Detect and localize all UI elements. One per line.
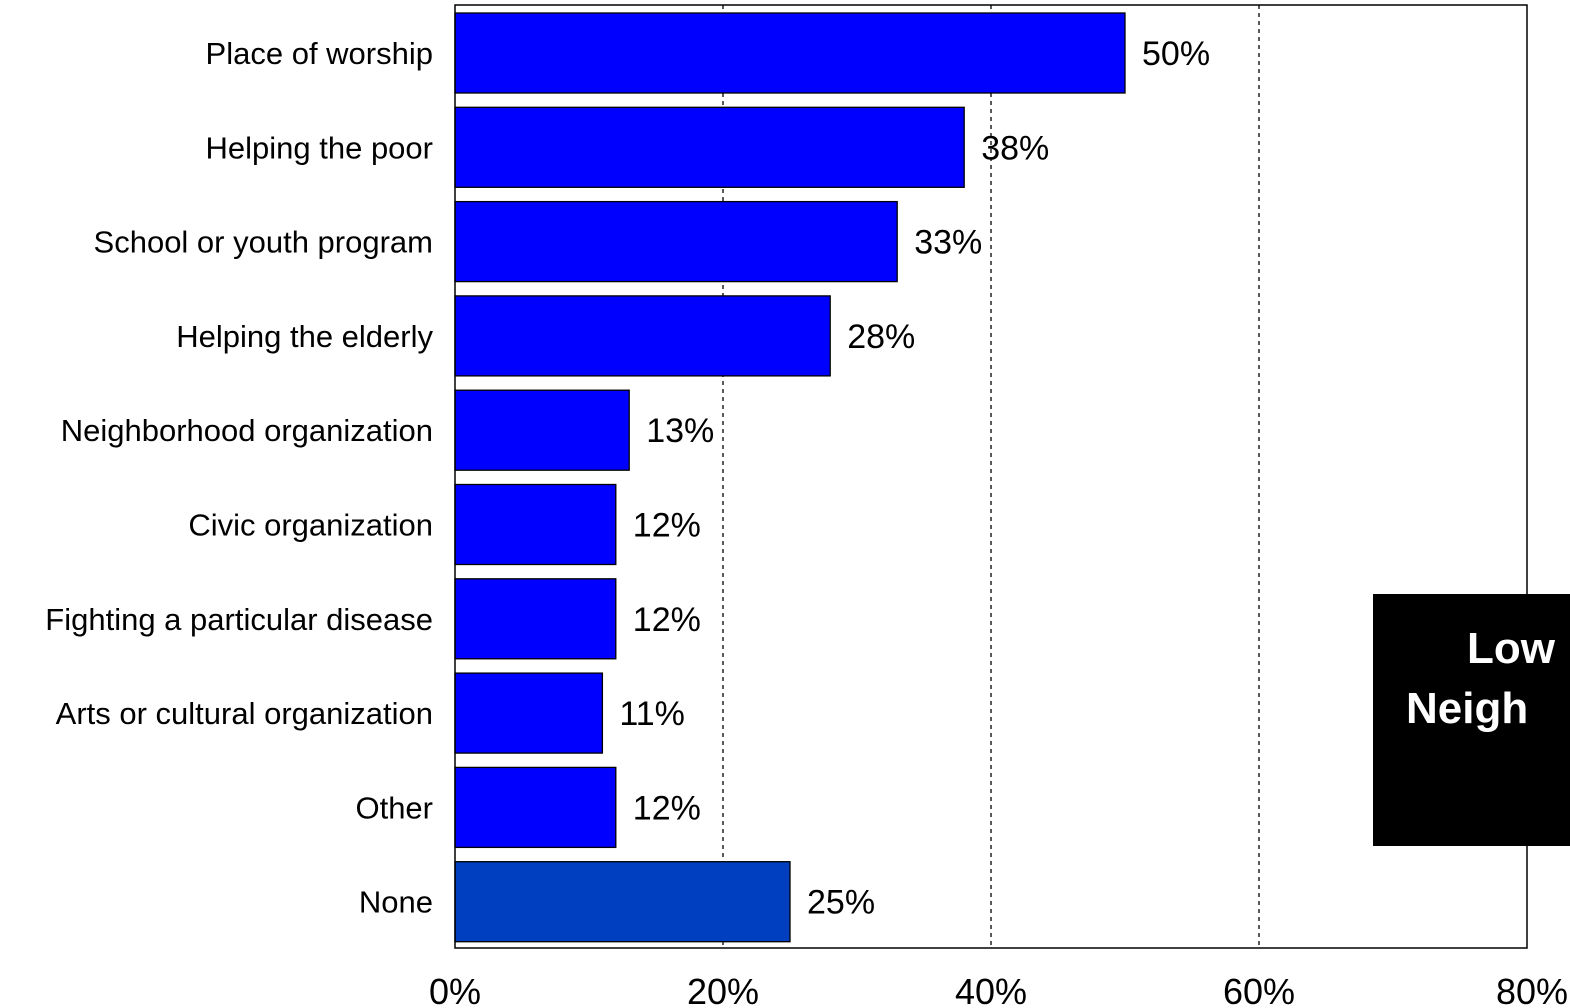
bar-4 (454, 389, 630, 471)
x-tick-label-20: 20% (687, 971, 759, 1008)
x-axis-tick-labels: 0% 20% 40% 60% 80% (429, 971, 1568, 1008)
category-label-3: Helping the elderly (176, 319, 433, 354)
callout-line-1: Low (1467, 624, 1555, 673)
value-label-6: 12% (633, 601, 701, 639)
category-label-8: Other (355, 790, 433, 825)
x-tick-label-0: 0% (429, 971, 481, 1008)
x-tick-label-80: 80% (1496, 971, 1568, 1008)
bars (454, 12, 1126, 943)
value-label-4: 13% (646, 412, 714, 450)
bar-5 (454, 483, 617, 566)
value-label-1: 38% (981, 129, 1049, 167)
value-label-9: 25% (807, 884, 875, 922)
bar-0 (454, 12, 1126, 94)
bar-7 (454, 672, 604, 754)
x-tick-label-60: 60% (1223, 971, 1295, 1008)
value-label-2: 33% (914, 224, 982, 262)
gridlines (722, 5, 1260, 948)
bar-2 (454, 200, 898, 283)
x-tick-label-40: 40% (955, 971, 1027, 1008)
category-labels: Place of worship Helping the poor School o… (45, 36, 433, 920)
category-label-9: None (359, 885, 433, 920)
category-label-7: Arts or cultural organization (56, 696, 433, 731)
bar-3 (454, 295, 831, 377)
value-label-8: 12% (633, 789, 701, 827)
value-label-3: 28% (847, 318, 915, 356)
category-label-5: Civic organization (188, 508, 433, 543)
value-label-0: 50% (1142, 35, 1210, 73)
callout-line-2: Neigh (1406, 684, 1529, 733)
category-label-0: Place of worship (206, 36, 433, 71)
category-label-1: Helping the poor (206, 130, 434, 165)
bar-6 (454, 578, 617, 660)
bar-8 (454, 766, 617, 849)
bar-1 (454, 106, 965, 188)
plot-frame (454, 4, 1528, 949)
category-label-6: Fighting a particular disease (45, 602, 433, 637)
bar-9 (454, 861, 791, 943)
legend-callout-box: Low Neigh (1373, 594, 1570, 846)
value-label-5: 12% (633, 507, 701, 545)
value-label-7: 11% (619, 695, 685, 733)
value-labels: 50% 38% 33% 28% 13% 12% 12% 11% 12% 25% (619, 35, 1210, 922)
category-label-2: School or youth program (94, 225, 433, 260)
category-label-4: Neighborhood organization (61, 413, 433, 448)
